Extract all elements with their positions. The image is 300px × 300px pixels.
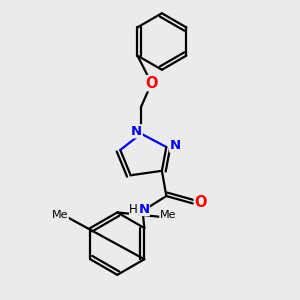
Text: Me: Me: [52, 210, 68, 220]
Text: O: O: [194, 195, 207, 210]
Text: H: H: [129, 203, 138, 216]
Text: Me: Me: [160, 210, 176, 220]
Text: O: O: [145, 76, 158, 91]
Text: N: N: [170, 139, 181, 152]
Text: N: N: [131, 125, 142, 138]
Text: N: N: [139, 203, 150, 216]
